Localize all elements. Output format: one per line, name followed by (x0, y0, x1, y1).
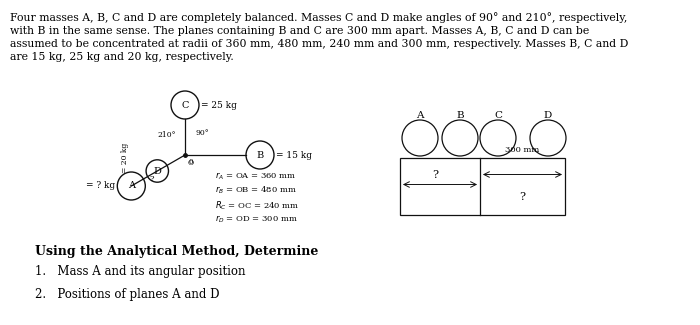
Text: B: B (456, 111, 464, 120)
Bar (400, 158, 565, 215)
Text: 210°: 210° (158, 131, 176, 139)
Text: 90°: 90° (195, 129, 209, 137)
Text: $r_A$ = OA = 360 mm: $r_A$ = OA = 360 mm (215, 170, 297, 181)
Text: O: O (188, 159, 194, 167)
Text: A: A (128, 181, 135, 190)
Text: Using the Analytical Method, Determine: Using the Analytical Method, Determine (35, 245, 318, 258)
Text: D: D (544, 111, 552, 120)
Text: A: A (416, 111, 424, 120)
Text: C: C (181, 100, 189, 110)
Text: C: C (494, 111, 502, 120)
Text: $r_D$ = OD = 300 mm: $r_D$ = OD = 300 mm (215, 214, 298, 225)
Text: assumed to be concentrated at radii of 360 mm, 480 mm, 240 mm and 300 mm, respec: assumed to be concentrated at radii of 3… (10, 39, 629, 49)
Text: are 15 kg, 25 kg and 20 kg, respectively.: are 15 kg, 25 kg and 20 kg, respectively… (10, 53, 234, 62)
Text: ?: ? (519, 191, 526, 202)
Text: = 25 kg: = 25 kg (201, 100, 237, 110)
Text: = 15 kg: = 15 kg (276, 150, 312, 160)
Text: 1.   Mass A and its angular position: 1. Mass A and its angular position (35, 265, 246, 278)
Text: with B in the same sense. The planes containing B and C are 300 mm apart. Masses: with B in the same sense. The planes con… (10, 25, 589, 35)
Text: Four masses A, B, C and D are completely balanced. Masses C and D make angles of: Four masses A, B, C and D are completely… (10, 12, 627, 23)
Text: = ? kg: = ? kg (86, 181, 116, 190)
Text: B: B (256, 150, 264, 160)
Text: D: D (153, 166, 161, 176)
Text: $R_C$ = OC = 240 mm: $R_C$ = OC = 240 mm (215, 199, 300, 212)
Text: 300 mm: 300 mm (505, 146, 540, 154)
Text: = 20 kg: = 20 kg (121, 143, 129, 173)
Text: ?: ? (149, 175, 153, 183)
Text: 0: 0 (189, 158, 193, 166)
Text: $r_B$ = OB = 480 mm: $r_B$ = OB = 480 mm (215, 185, 297, 196)
Text: ?: ? (432, 170, 438, 179)
Text: 2.   Positions of planes A and D: 2. Positions of planes A and D (35, 288, 220, 301)
